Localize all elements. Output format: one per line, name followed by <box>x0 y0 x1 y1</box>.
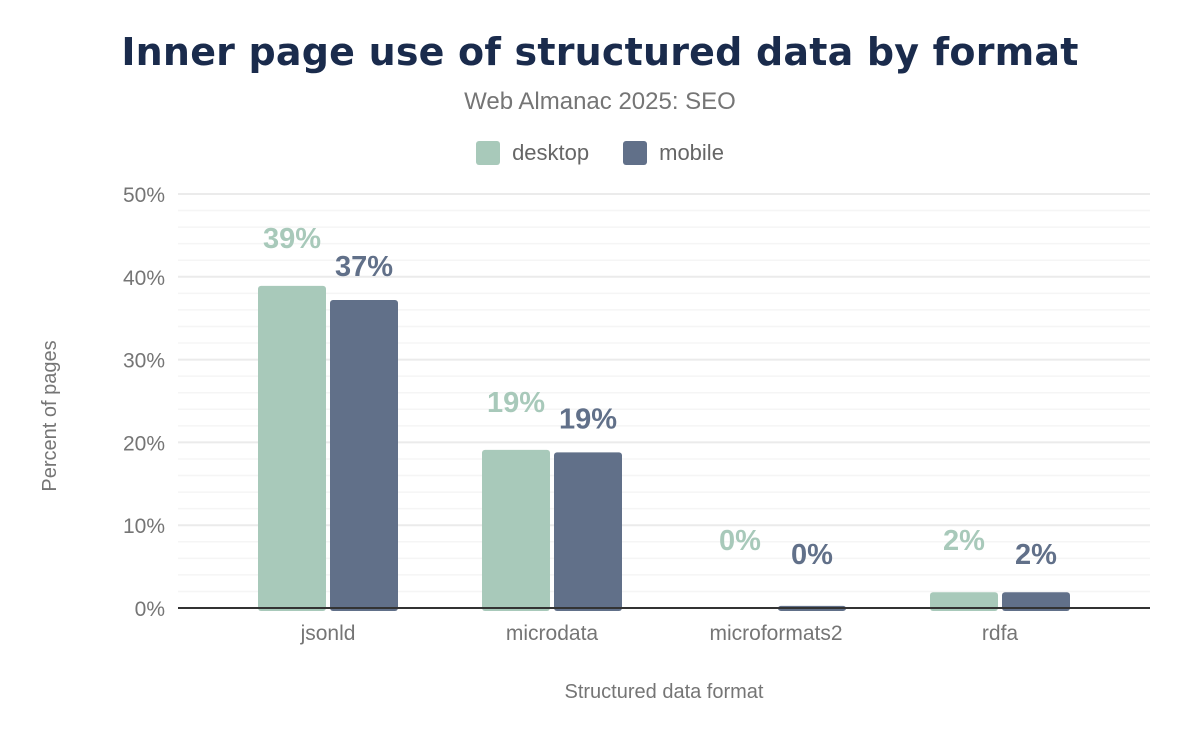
legend-item-mobile[interactable]: mobile <box>623 140 724 166</box>
legend-label-desktop: desktop <box>512 140 590 165</box>
bar-mobile-rdfa <box>1002 592 1070 611</box>
legend: desktop mobile <box>0 140 1200 166</box>
data-label-desktop-microdata: 19% <box>487 387 545 419</box>
bar-desktop-jsonld <box>258 285 326 611</box>
x-tick-label: microformats2 <box>709 622 842 645</box>
x-tick-label: jsonld <box>300 622 356 645</box>
legend-swatch-mobile <box>623 141 648 165</box>
bar-desktop-microdata <box>482 449 550 611</box>
y-tick-label: 40% <box>123 267 165 290</box>
y-axis-title: Percent of pages <box>39 340 61 491</box>
bar-mobile-jsonld <box>330 299 398 611</box>
data-label-mobile-rdfa: 2% <box>1015 539 1057 571</box>
data-label-mobile-microdata: 19% <box>559 403 617 435</box>
x-tick-label: rdfa <box>982 622 1019 645</box>
data-label-desktop-rdfa: 2% <box>943 525 985 557</box>
y-tick-label: 10% <box>123 515 165 538</box>
data-label-desktop-jsonld: 39% <box>263 223 321 255</box>
bar-desktop-rdfa <box>930 592 998 611</box>
legend-item-desktop[interactable]: desktop <box>476 140 589 166</box>
legend-swatch-desktop <box>476 141 501 165</box>
data-label-mobile-jsonld: 37% <box>335 251 393 283</box>
data-label-mobile-microformats2: 0% <box>791 539 833 571</box>
y-tick-label: 0% <box>135 598 165 621</box>
data-label-desktop-microformats2: 0% <box>719 525 761 557</box>
y-tick-label: 30% <box>123 350 165 373</box>
chart-title: Inner page use of structured data by for… <box>121 30 1079 74</box>
bar-mobile-microdata <box>554 452 622 611</box>
y-tick-label: 20% <box>123 432 165 455</box>
x-tick-label: microdata <box>506 622 599 645</box>
x-axis-title: Structured data format <box>565 681 764 703</box>
legend-label-mobile: mobile <box>659 140 724 165</box>
y-tick-label: 50% <box>123 184 165 207</box>
chart-subtitle: Web Almanac 2025: SEO <box>464 88 736 115</box>
